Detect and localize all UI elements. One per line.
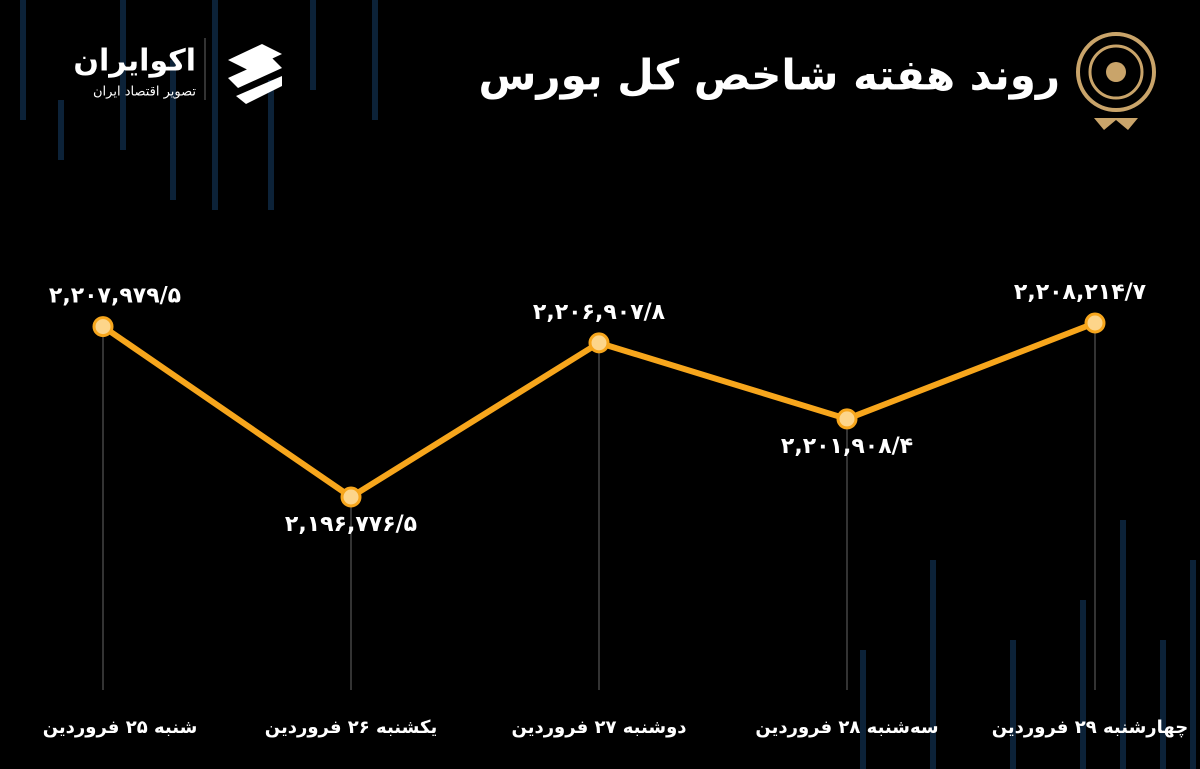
point	[340, 486, 362, 508]
brand-tagline: تصویر اقتصاد ایران	[93, 85, 196, 100]
value-label: ۲,۲۰۱,۹۰۸/۴	[781, 434, 913, 459]
x-tick-label: شنبه ۲۵ فروردین	[43, 717, 198, 738]
plot: ۲,۲۰۷,۹۷۹/۵ شنبه ۲۵ فروردین ۲,۱۹۶,۷۷۶/۵ یکش…	[43, 280, 1189, 738]
brand-logo	[204, 38, 282, 104]
brand-name: اکوایران	[73, 44, 196, 79]
point	[1084, 312, 1106, 334]
value-label: ۲,۲۰۷,۹۷۹/۵	[49, 284, 181, 309]
x-tick-label: دوشنبه ۲۷ فروردین	[512, 717, 687, 738]
point	[588, 332, 610, 354]
point	[836, 408, 858, 430]
x-tick-label: سه‌شنبه ۲۸ فروردین	[755, 717, 938, 738]
value-label: ۲,۲۰۸,۲۱۴/۷	[1014, 280, 1147, 305]
chart-title: روند هفته شاخص کل بورس	[478, 51, 1060, 101]
value-label: ۲,۱۹۶,۷۷۶/۵	[285, 512, 417, 537]
x-tick-label: یکشنبه ۲۶ فروردین	[265, 717, 437, 738]
x-tick-label: چهارشنبه ۲۹ فروردین	[992, 717, 1189, 738]
value-label: ۲,۲۰۶,۹۰۷/۸	[533, 300, 666, 325]
background-bars	[20, 0, 1196, 769]
point	[92, 316, 114, 338]
emblem	[1076, 32, 1156, 130]
